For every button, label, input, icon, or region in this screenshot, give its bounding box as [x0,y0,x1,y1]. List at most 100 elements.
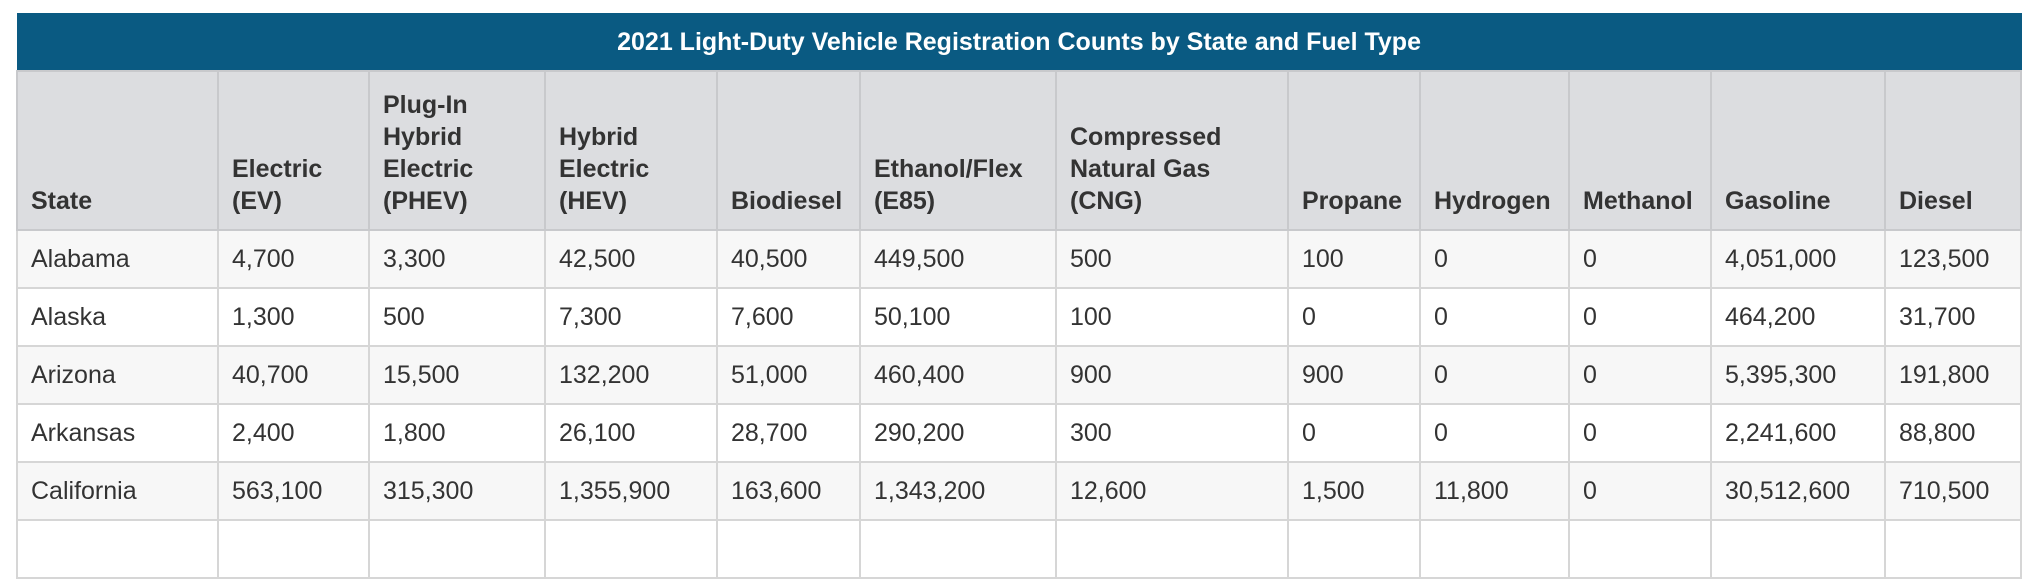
column-header: Ethanol/Flex (E85) [859,70,1057,231]
count-cell: 28,700 [716,403,861,463]
count-cell: 1,500 [1287,461,1421,521]
column-header-line: Electric [232,155,323,183]
registration-table-container: 2021 Light-Duty Vehicle Registration Cou… [16,13,2023,579]
column-header-line: Propane [1302,187,1403,215]
count-cell: 500 [1055,229,1289,289]
count-cell: 0 [1568,461,1712,521]
count-cell: 464,200 [1710,287,1886,347]
count-cell: 26,100 [544,403,718,463]
count-cell [1568,519,1712,579]
count-cell: 4,051,000 [1710,229,1886,289]
table-title: 2021 Light-Duty Vehicle Registration Cou… [16,13,2022,72]
table-row: Arkansas 2,400 1,800 26,100 28,700 290,200 300… [16,403,2023,463]
count-cell: 123,500 [1883,229,2023,289]
count-cell: 300 [1055,403,1289,463]
column-header-line: Biodiesel [731,187,843,215]
column-header-line: Gasoline [1725,187,1831,215]
count-cell [1055,519,1289,579]
column-header-line: (EV) [232,187,282,215]
state-cell: Arkansas [16,403,219,463]
count-cell: 449,500 [859,229,1057,289]
column-header-line: State [31,187,93,215]
count-cell: 0 [1568,287,1712,347]
table-row: California 563,100 315,300 1,355,900 163,600… [16,461,2023,521]
count-cell: 0 [1419,229,1570,289]
count-cell [859,519,1057,579]
column-header: Methanol [1568,70,1712,231]
column-header-line: Hydrogen [1434,187,1551,215]
count-cell: 30,512,600 [1710,461,1886,521]
count-cell [544,519,718,579]
count-cell [1287,519,1421,579]
count-cell: 0 [1419,403,1570,463]
count-cell: 31,700 [1883,287,2023,347]
column-header-line: (PHEV) [383,187,468,215]
column-header-line: Diesel [1899,187,1973,215]
count-cell: 563,100 [217,461,370,521]
count-cell: 1,355,900 [544,461,718,521]
count-cell: 3,300 [368,229,546,289]
count-cell: 290,200 [859,403,1057,463]
count-cell: 0 [1419,287,1570,347]
column-header: Diesel [1883,70,2023,231]
column-header-line: Ethanol/Flex [874,155,1023,183]
count-cell: 2,400 [217,403,370,463]
column-header-line: Hybrid [383,123,463,151]
column-header: Hybrid Electric (HEV) [544,70,718,231]
count-cell: 2,241,600 [1710,403,1886,463]
column-header-line: (HEV) [559,187,628,215]
count-cell: 0 [1287,287,1421,347]
state-cell [16,519,219,579]
table-row: Alabama 4,700 3,300 42,500 40,500 449,500 500 1… [16,229,2023,289]
count-cell: 315,300 [368,461,546,521]
count-cell: 1,300 [217,287,370,347]
column-header-line: Plug-In [383,91,468,119]
count-cell: 15,500 [368,345,546,405]
table-body: Alabama 4,700 3,300 42,500 40,500 449,500 500 1… [16,229,2023,579]
count-cell [1710,519,1886,579]
count-cell: 0 [1287,403,1421,463]
column-header-line: Methanol [1583,187,1693,215]
state-cell: California [16,461,219,521]
count-cell: 710,500 [1883,461,2023,521]
count-cell: 191,800 [1883,345,2023,405]
table-row [16,519,2023,579]
count-cell [716,519,861,579]
count-cell: 4,700 [217,229,370,289]
state-cell: Alaska [16,287,219,347]
count-cell: 7,600 [716,287,861,347]
count-cell: 40,700 [217,345,370,405]
count-cell: 7,300 [544,287,718,347]
column-header-line: (E85) [874,187,936,215]
count-cell: 88,800 [1883,403,2023,463]
count-cell: 900 [1055,345,1289,405]
state-cell: Alabama [16,229,219,289]
column-header-line: Compressed [1070,123,1222,151]
column-header: Electric (EV) [217,70,370,231]
table-row: Arizona 40,700 15,500 132,200 51,000 460,400 9… [16,345,2023,405]
count-cell: 0 [1419,345,1570,405]
column-header-line: (CNG) [1070,187,1143,215]
count-cell: 42,500 [544,229,718,289]
count-cell [217,519,370,579]
count-cell: 0 [1568,403,1712,463]
count-cell: 100 [1055,287,1289,347]
count-cell: 163,600 [716,461,861,521]
count-cell: 1,800 [368,403,546,463]
state-cell: Arizona [16,345,219,405]
count-cell [368,519,546,579]
count-cell: 1,343,200 [859,461,1057,521]
count-cell: 100 [1287,229,1421,289]
count-cell: 40,500 [716,229,861,289]
count-cell: 132,200 [544,345,718,405]
count-cell [1883,519,2023,579]
count-cell: 12,600 [1055,461,1289,521]
registration-table: 2021 Light-Duty Vehicle Registration Cou… [16,13,2023,579]
count-cell [1419,519,1570,579]
count-cell: 460,400 [859,345,1057,405]
column-header: Gasoline [1710,70,1886,231]
column-header-line: Natural Gas [1070,155,1211,183]
column-header: Biodiesel [716,70,861,231]
count-cell: 51,000 [716,345,861,405]
column-header: Propane [1287,70,1421,231]
